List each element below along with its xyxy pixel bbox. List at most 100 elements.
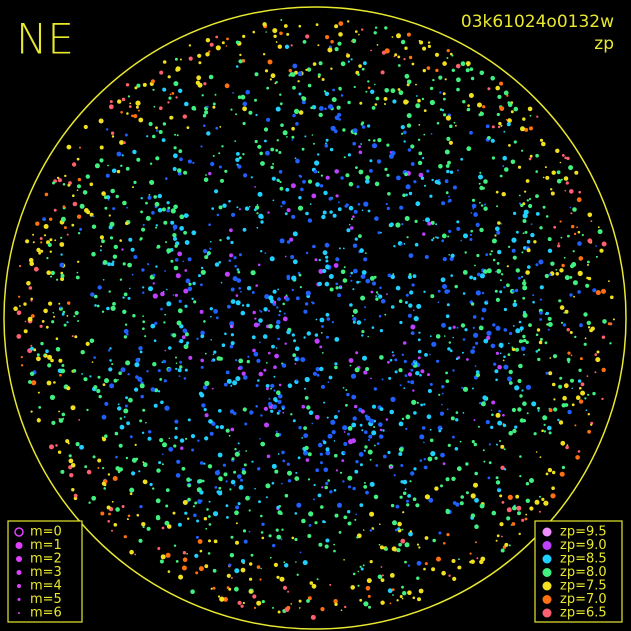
star	[452, 501, 457, 505]
star	[397, 88, 401, 91]
star	[314, 258, 318, 262]
star	[294, 537, 298, 542]
star	[350, 226, 354, 230]
star	[104, 206, 108, 210]
star	[273, 365, 277, 370]
star	[329, 287, 334, 292]
star	[479, 171, 482, 174]
star	[429, 99, 435, 106]
star	[172, 233, 177, 238]
star	[479, 201, 481, 204]
star	[500, 346, 503, 349]
star	[109, 359, 112, 362]
star	[389, 151, 392, 154]
star	[587, 413, 590, 416]
star	[125, 221, 129, 226]
star	[338, 201, 340, 204]
star	[343, 266, 346, 269]
star	[457, 566, 461, 570]
star	[454, 447, 459, 451]
star	[439, 411, 445, 416]
star	[417, 98, 421, 103]
star	[511, 407, 516, 413]
star	[377, 231, 381, 235]
star	[390, 503, 395, 508]
star	[585, 409, 588, 412]
star	[365, 367, 370, 371]
star	[318, 268, 324, 274]
star	[157, 193, 162, 199]
star	[183, 170, 188, 175]
star	[260, 310, 263, 313]
star	[427, 41, 431, 44]
star	[132, 149, 137, 155]
star	[249, 562, 253, 566]
star	[50, 270, 55, 276]
star	[115, 194, 119, 199]
star	[219, 478, 223, 482]
star	[339, 471, 343, 474]
star	[292, 85, 296, 90]
star	[208, 523, 212, 526]
star	[229, 488, 232, 491]
star	[24, 320, 27, 323]
star	[74, 310, 79, 316]
star	[519, 326, 524, 331]
star	[113, 378, 118, 383]
star	[49, 217, 53, 221]
star	[338, 118, 341, 121]
star	[423, 458, 426, 461]
star	[477, 102, 482, 108]
star	[495, 297, 500, 302]
star	[292, 353, 297, 358]
star	[123, 292, 128, 297]
star	[168, 437, 171, 440]
star	[495, 539, 498, 542]
star	[176, 459, 181, 464]
star	[287, 590, 290, 593]
star	[532, 294, 535, 297]
star	[181, 335, 186, 340]
star	[252, 348, 256, 353]
star	[365, 90, 368, 93]
star	[550, 188, 553, 191]
star	[291, 536, 295, 540]
star	[210, 359, 214, 362]
star	[281, 200, 286, 205]
star	[53, 208, 57, 212]
star	[384, 167, 388, 171]
star	[242, 227, 247, 232]
star	[267, 211, 270, 214]
star	[229, 228, 233, 233]
star	[240, 290, 242, 293]
star	[523, 353, 525, 356]
star	[251, 335, 256, 340]
star	[415, 83, 417, 86]
star	[475, 341, 479, 345]
star	[63, 226, 67, 230]
star	[218, 409, 222, 413]
star	[435, 334, 441, 339]
star	[353, 209, 358, 214]
star	[485, 253, 489, 256]
star	[370, 377, 372, 380]
star	[397, 521, 402, 527]
star	[401, 39, 405, 43]
star	[533, 432, 537, 436]
star	[102, 467, 105, 470]
star	[459, 440, 462, 443]
star	[246, 303, 250, 308]
star	[23, 302, 27, 306]
star	[233, 256, 237, 260]
star	[254, 487, 256, 490]
star	[514, 425, 518, 429]
star	[257, 379, 260, 382]
star	[560, 321, 564, 324]
star	[527, 265, 531, 269]
star	[209, 42, 214, 47]
star	[241, 371, 246, 376]
star	[145, 421, 147, 424]
star	[587, 326, 591, 329]
star	[389, 222, 394, 227]
star	[325, 447, 330, 452]
